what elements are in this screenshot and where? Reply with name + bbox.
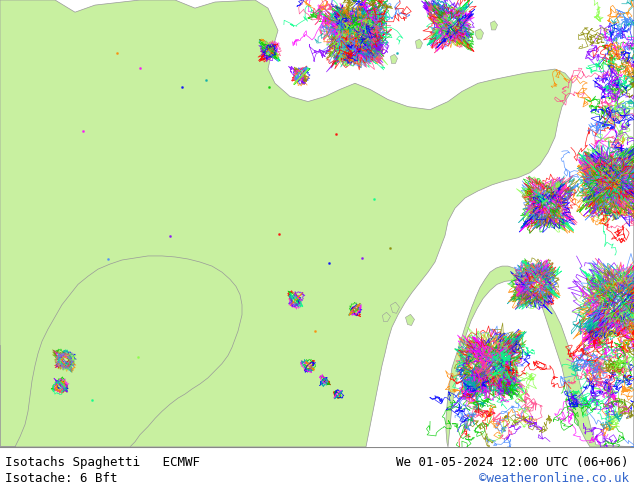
- Text: We 01-05-2024 12:00 UTC (06+06): We 01-05-2024 12:00 UTC (06+06): [396, 456, 629, 469]
- Text: ©weatheronline.co.uk: ©weatheronline.co.uk: [479, 472, 629, 485]
- Text: Isotachs Spaghetti   ECMWF: Isotachs Spaghetti ECMWF: [5, 456, 200, 469]
- Text: Isotache: 6 Bft: Isotache: 6 Bft: [5, 472, 117, 485]
